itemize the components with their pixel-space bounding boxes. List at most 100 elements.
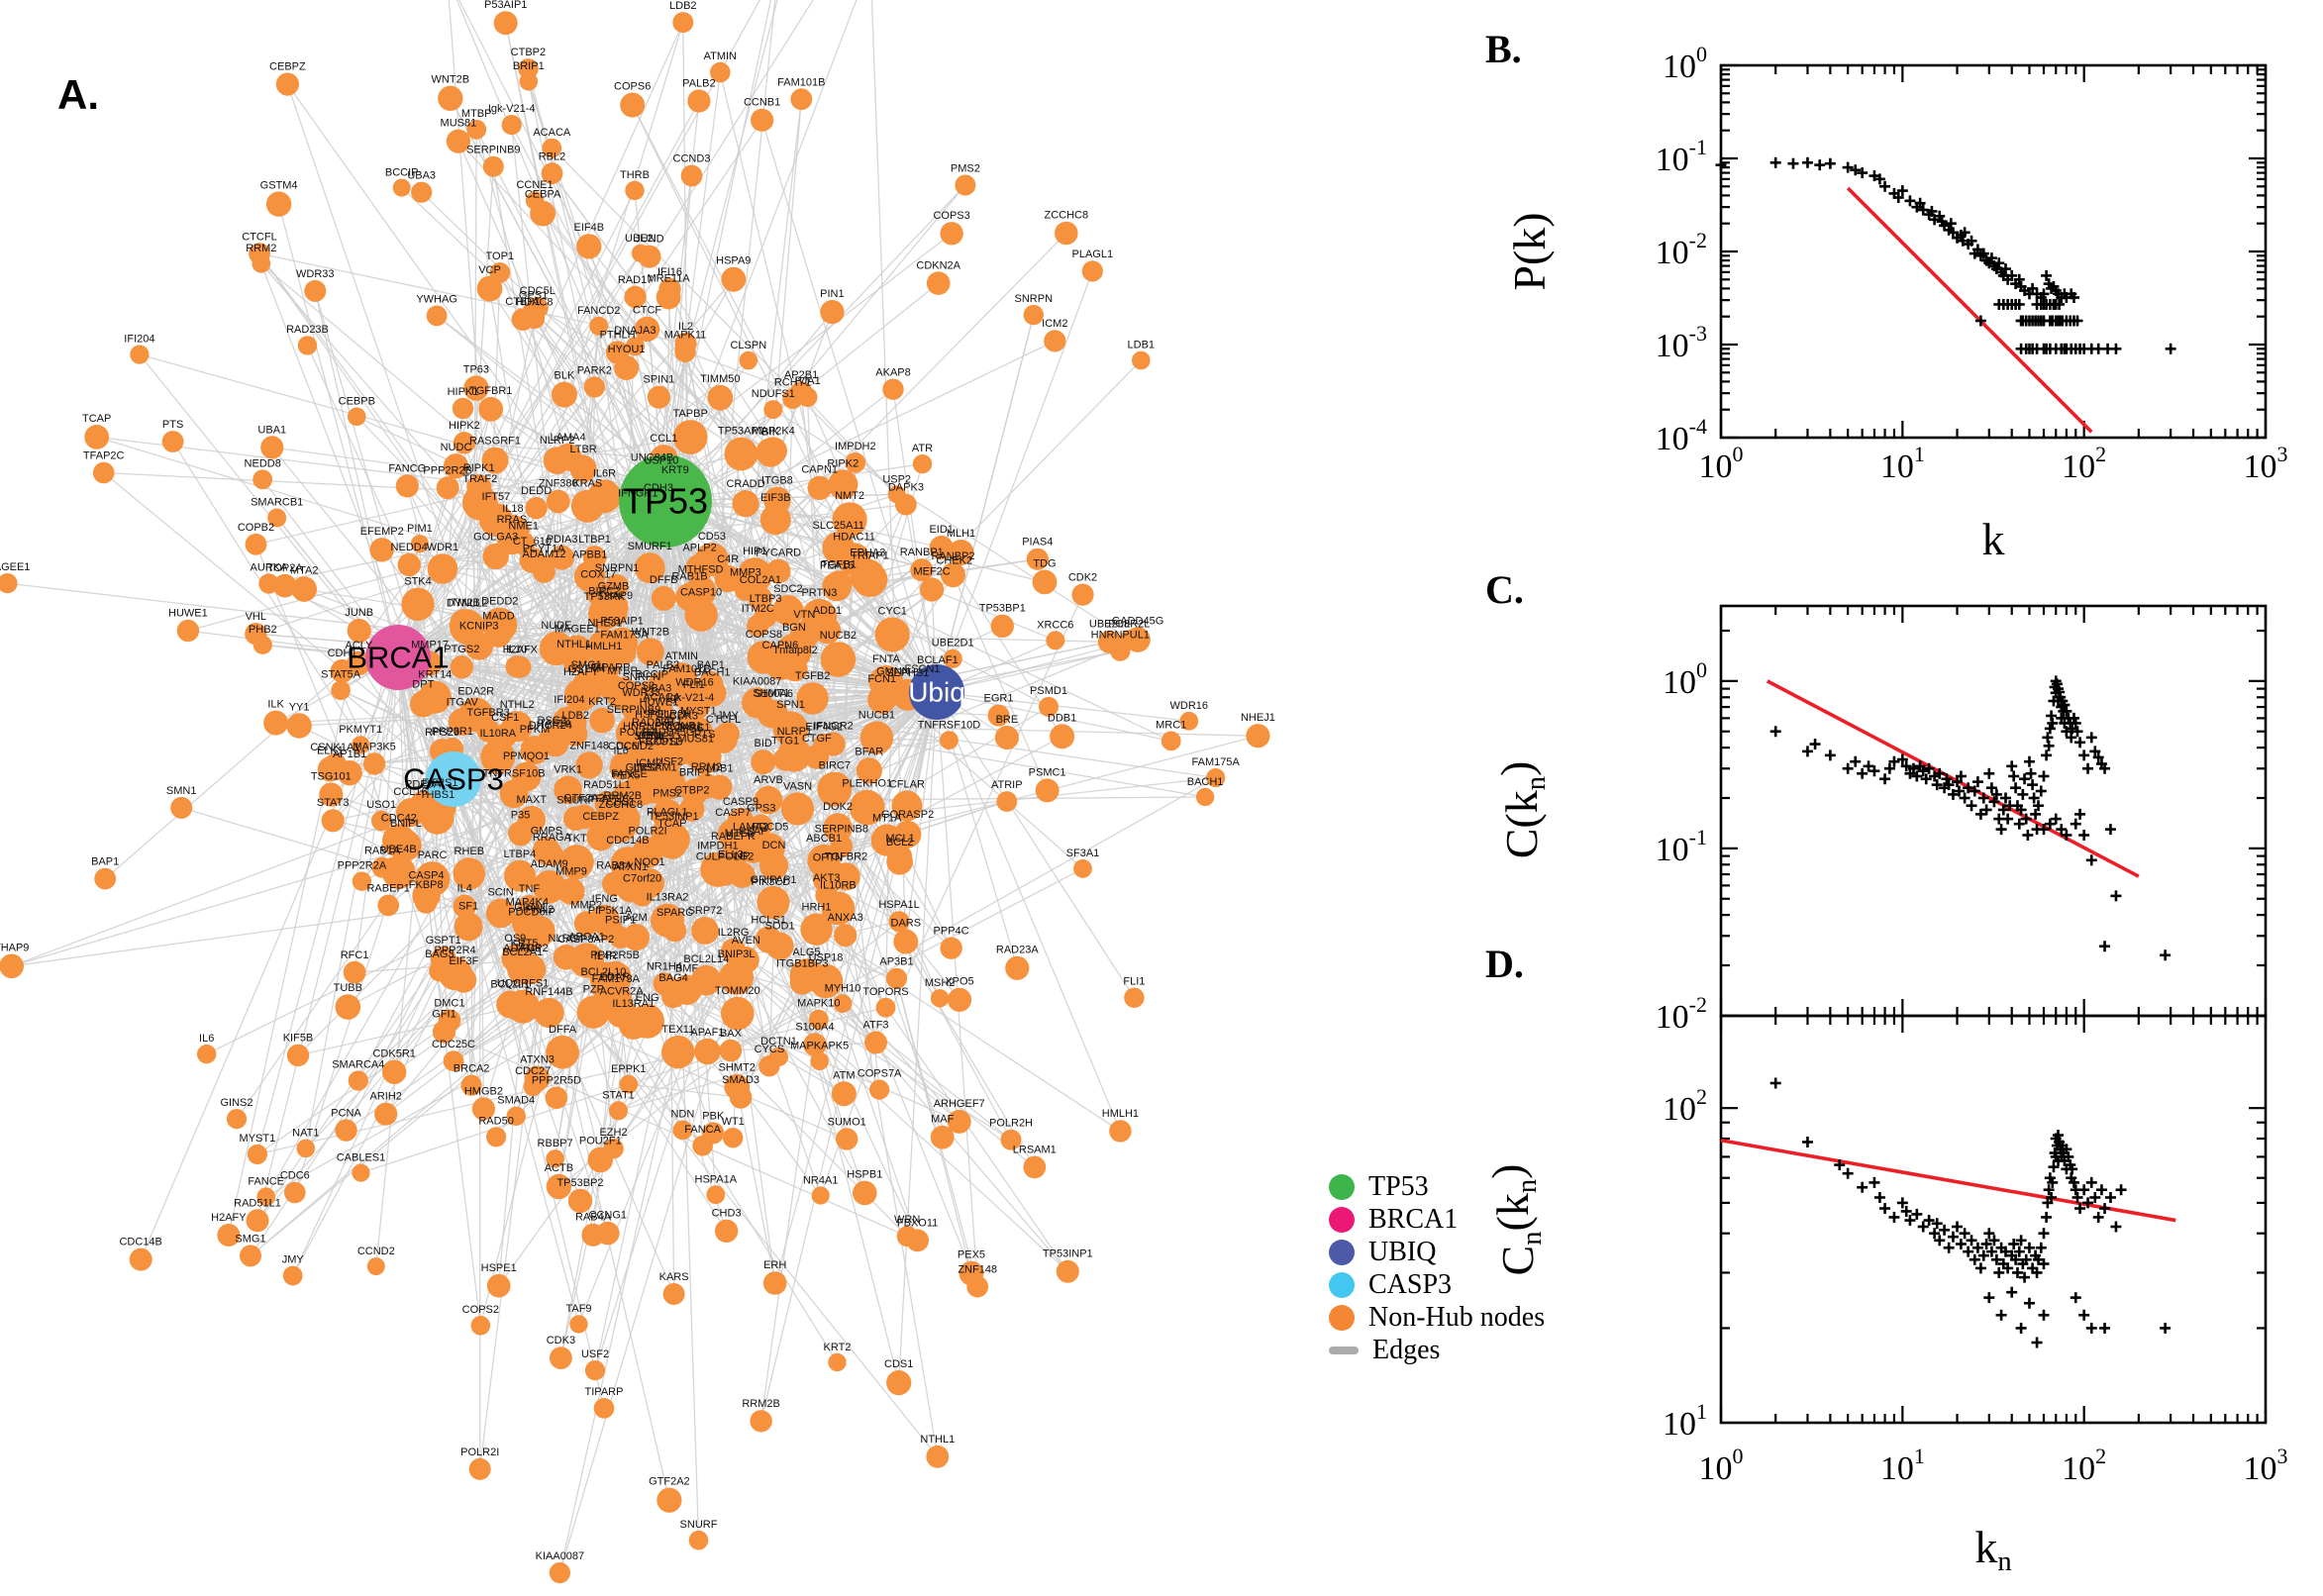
gene-label: LRSAM1 <box>1013 1145 1057 1156</box>
gene-label: PPP2R5D <box>532 1075 581 1087</box>
gene-label: NR1H4 <box>647 960 682 972</box>
non-hub-node <box>634 316 660 343</box>
gene-label: BNIPL <box>390 818 422 830</box>
non-hub-node <box>275 72 299 96</box>
non-hub-node <box>825 570 853 597</box>
non-hub-node <box>506 1106 526 1127</box>
non-hub-node <box>453 857 486 890</box>
non-hub-node <box>1109 1120 1132 1143</box>
gene-label: FANCG <box>388 462 426 474</box>
gene-label: THAP9 <box>598 590 633 602</box>
gene-label: CTCFL <box>706 714 741 726</box>
non-hub-node <box>891 790 923 822</box>
gene-label: CCND3 <box>673 153 711 165</box>
gene-label: PTS <box>694 729 715 741</box>
gene-label: TIPARP <box>592 662 631 674</box>
gene-label: MAPK10 <box>797 998 840 1010</box>
gene-label: COPB2 <box>238 522 274 534</box>
non-hub-node <box>304 279 327 302</box>
gene-label: DEDD2 <box>481 596 518 608</box>
non-hub-node <box>573 560 606 592</box>
gene-label: FANCD2 <box>577 305 620 317</box>
gene-label: BLK <box>555 370 575 382</box>
non-hub-node <box>875 997 896 1018</box>
non-hub-node <box>161 431 184 452</box>
gene-label: PTGS2 <box>444 644 479 655</box>
gene-label: COPS6 <box>614 81 651 93</box>
non-hub-node <box>335 1119 357 1142</box>
gene-label: PALB2 <box>647 659 679 671</box>
non-hub-node <box>757 885 790 920</box>
gene-label: TGFBR3 <box>466 707 509 719</box>
panel-label-d: D. <box>1485 942 1524 986</box>
non-hub-node <box>943 648 962 669</box>
gene-label: IFNGR2 <box>813 720 853 732</box>
gene-label: USP18 <box>809 952 844 964</box>
gene-label: MMP9 <box>556 866 587 878</box>
gene-label: CAPN1 <box>801 464 838 476</box>
non-hub-node <box>651 585 676 611</box>
non-hub-node <box>519 548 546 573</box>
gene-label: PIM1 <box>407 523 433 535</box>
gene-label: USF2 <box>656 755 683 767</box>
non-hub-node <box>821 891 856 926</box>
gene-label: WNT2B <box>432 74 470 86</box>
non-hub-node <box>598 592 629 623</box>
x-axis-label-d: kn​ <box>1974 1522 2011 1577</box>
gene-label: IL10RB <box>820 880 857 892</box>
non-hub-node <box>451 967 477 993</box>
gene-label: TAF1A <box>539 718 572 730</box>
non-hub-node <box>647 385 671 409</box>
non-hub-node <box>347 618 371 644</box>
gene-label: SUMO1 <box>828 1116 866 1128</box>
non-hub-node <box>941 562 965 588</box>
non-hub-node <box>762 1271 787 1295</box>
non-hub-node <box>246 1209 269 1233</box>
gene-label: SMG1 <box>571 659 602 671</box>
gene-label: IL4R <box>594 950 617 962</box>
gene-label: PTS <box>162 419 183 431</box>
gene-label: CASP7 <box>715 807 751 819</box>
non-hub-node <box>471 1097 495 1121</box>
gene-label: BID <box>755 738 772 749</box>
gene-label: TGFB2 <box>795 670 830 682</box>
non-hub-node <box>374 1102 398 1126</box>
non-hub-node <box>450 609 479 638</box>
gene-label: DDB1 <box>1048 712 1076 724</box>
gene-label: HSPE1 <box>481 1262 517 1274</box>
non-hub-node <box>619 1074 639 1094</box>
non-hub-node <box>550 1347 572 1369</box>
non-hub-node <box>772 595 804 627</box>
gene-label: NEDD4 <box>391 542 428 553</box>
gene-label: EIF4G2 <box>805 722 843 734</box>
gene-label: EPHA3 <box>850 548 885 559</box>
gene-label: WRN <box>894 1214 920 1226</box>
non-hub-node <box>834 924 858 948</box>
gene-label: PMS2 <box>653 787 682 799</box>
gene-label: ATRIP <box>991 779 1023 791</box>
non-hub-node <box>813 617 842 645</box>
gene-label: OPTN <box>813 852 844 864</box>
gene-label: CDC25C <box>432 1039 475 1050</box>
gene-label: MUS81 <box>677 734 714 746</box>
gene-label: COL2A1 <box>740 574 781 586</box>
gene-label: PIAS4 <box>1022 537 1053 549</box>
non-hub-node <box>395 474 419 498</box>
gene-label: CTBP2 <box>674 785 709 797</box>
gene-label: EIF2S1 <box>422 777 458 789</box>
non-hub-node <box>759 850 788 880</box>
gene-label: PCNA <box>331 1107 361 1119</box>
non-hub-node <box>782 388 803 410</box>
gene-label: IL2 <box>678 321 693 333</box>
non-hub-node <box>409 690 437 718</box>
non-hub-node <box>493 724 518 748</box>
gene-label: TOPORS <box>862 986 908 998</box>
gene-label: KARS <box>659 1271 689 1283</box>
gene-label: JMY <box>717 710 740 722</box>
non-hub-node <box>821 732 846 756</box>
gene-label: ATMIN <box>665 650 698 662</box>
gene-label: SF3A1 <box>1066 848 1100 859</box>
gene-label: NDUFS1 <box>752 388 795 400</box>
gene-label: RANBP2 <box>931 550 974 562</box>
non-hub-node <box>482 155 504 177</box>
